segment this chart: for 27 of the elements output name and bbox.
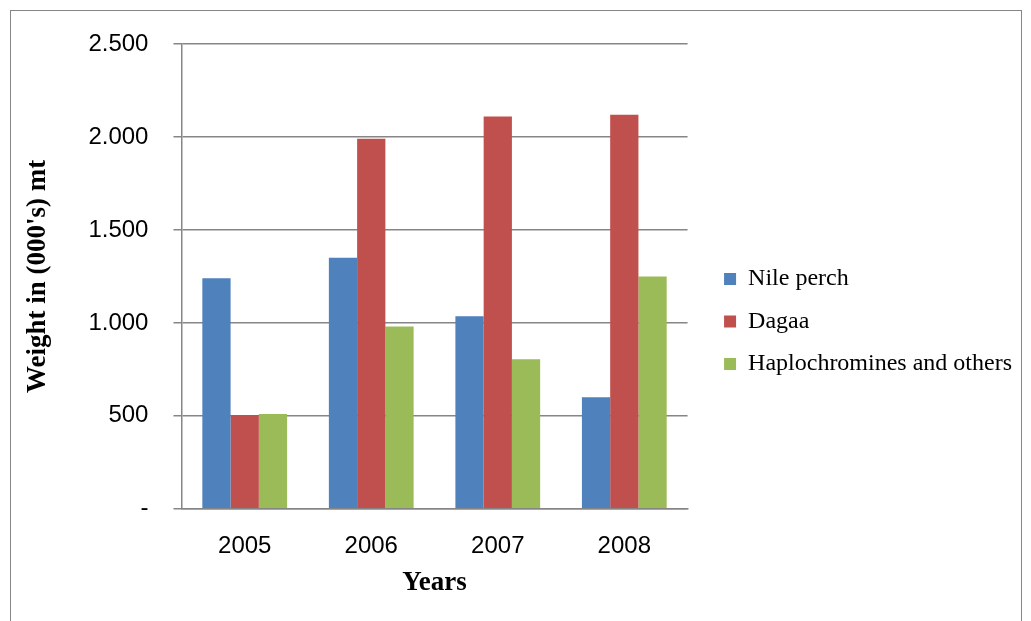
bar <box>511 359 541 509</box>
bar <box>483 116 512 509</box>
bar <box>230 414 259 509</box>
legend-label: Haplochromines and others <box>748 349 1013 376</box>
y-tick-label: 2.000 <box>88 121 149 149</box>
bar <box>610 114 639 509</box>
bar <box>357 138 386 509</box>
x-tick-label: 2007 <box>471 530 525 558</box>
y-tick-label: 2.500 <box>88 28 149 56</box>
x-tick-label: 2006 <box>344 530 398 558</box>
bar <box>455 316 484 509</box>
bar <box>258 413 288 509</box>
x-tick-label: 2008 <box>597 530 651 558</box>
bar <box>581 397 611 509</box>
bar <box>202 278 231 509</box>
y-axis-title: Weight in (000's) mt <box>21 159 52 394</box>
legend-label: Nile perch <box>748 264 849 291</box>
bar <box>385 326 414 509</box>
y-tick-label: 1.000 <box>88 307 149 335</box>
bar <box>328 257 358 509</box>
y-tick-label: 500 <box>108 400 149 428</box>
y-tick-label: 1.500 <box>88 214 149 242</box>
x-tick-label: 2005 <box>218 530 272 558</box>
legend-label: Dagaa <box>748 306 810 333</box>
y-tick-label: - <box>140 493 149 521</box>
bar <box>638 276 667 509</box>
x-axis-title: Years <box>402 565 467 596</box>
